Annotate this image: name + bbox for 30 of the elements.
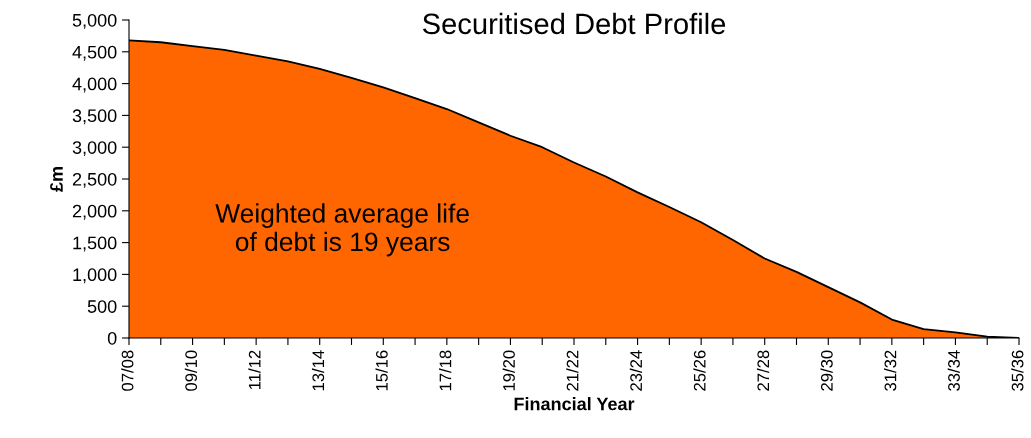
y-tick-label: 3,500 <box>72 109 117 125</box>
x-tick-label: 33/34 <box>947 350 960 391</box>
x-tick-label: 19/20 <box>502 350 515 391</box>
y-tick-label: 4,500 <box>72 45 117 61</box>
y-tick-label: 3,000 <box>72 141 117 157</box>
x-tick-label: 11/12 <box>248 350 261 390</box>
x-tick-label: 07/08 <box>121 350 134 391</box>
x-tick-label: 13/14 <box>311 350 325 391</box>
x-tick-label: 17/18 <box>439 350 452 391</box>
y-tick-label: 2,500 <box>72 172 117 188</box>
x-tick-label: 35/36 <box>1011 350 1024 391</box>
x-tick-label: 31/32 <box>884 350 897 391</box>
y-tick-label: 0 <box>107 331 117 345</box>
y-tick-label: 4,000 <box>72 77 117 93</box>
x-tick-label: 29/30 <box>820 350 833 391</box>
x-tick-label: 09/10 <box>184 350 198 391</box>
annotation: Weighted average life of debt is 19 years <box>215 203 469 257</box>
y-tick-label: 1,000 <box>73 268 117 284</box>
y-tick-label: 2,000 <box>72 204 117 220</box>
x-tick-label: 27/28 <box>756 350 770 391</box>
chart-title: Securitised Debt Profile <box>422 12 726 35</box>
x-axis-title: Financial Year <box>514 397 635 411</box>
y-axis-title: £m <box>50 167 63 192</box>
y-tick-label: 5,000 <box>72 13 117 29</box>
y-tick-label: 1,500 <box>73 236 117 252</box>
x-tick-label: 21/22 <box>566 350 579 391</box>
y-tick-label: 500 <box>87 300 117 313</box>
x-tick-label: 25/26 <box>693 350 706 391</box>
x-tick-label: 23/24 <box>629 350 643 391</box>
x-tick-label: 15/16 <box>375 350 388 391</box>
